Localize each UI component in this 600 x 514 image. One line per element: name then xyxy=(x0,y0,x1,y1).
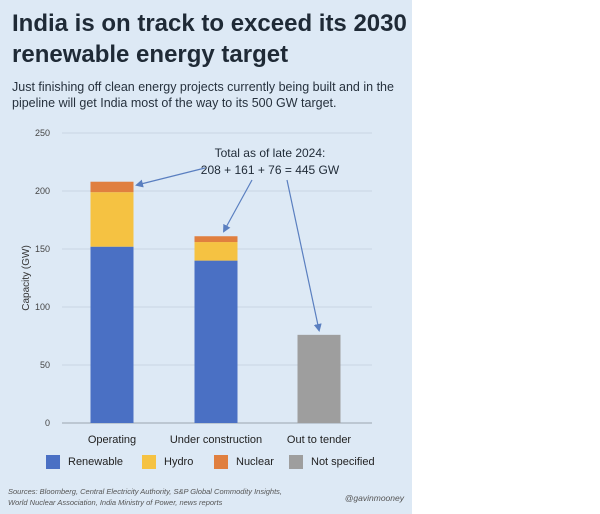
legend-swatch-not-specified xyxy=(289,455,303,469)
y-tick-label: 0 xyxy=(45,418,50,428)
bar-hydro-operating xyxy=(90,192,134,247)
sources-note: Sources: Bloomberg, Central Electricity … xyxy=(8,487,282,507)
legend-swatch-hydro xyxy=(142,455,156,469)
chart-title: India is on track to exceed its 2030 ren… xyxy=(12,10,407,68)
legend-label-nuclear: Nuclear xyxy=(236,456,274,468)
legend-label-not-specified: Not specified xyxy=(311,456,375,468)
chart-subtitle: Just finishing off clean energy projects… xyxy=(12,80,394,110)
x-category-label: Operating xyxy=(88,434,136,446)
bar-nuclear-operating xyxy=(90,181,134,193)
legend-label-hydro: Hydro xyxy=(164,456,194,468)
x-category-label: Out to tender xyxy=(287,434,352,446)
chart-card: India is on track to exceed its 2030 ren… xyxy=(0,0,412,514)
annotation-line-2: 208 + 161 + 76 = 445 GW xyxy=(201,163,340,177)
annotation-arrow-out-to-tender xyxy=(286,179,322,332)
bar-renewable-operating xyxy=(90,246,134,423)
author-handle: @gavinmooney xyxy=(344,493,404,503)
chart-svg: 0 50 100 150 200 250 Operating Under construct… xyxy=(21,128,372,446)
bar-renewable-under-construction xyxy=(194,260,238,423)
bar-nuclear-under-construction xyxy=(194,236,238,243)
y-tick-label: 50 xyxy=(40,360,50,370)
annotation-arrow-operating xyxy=(135,167,206,188)
y-tick-label: 250 xyxy=(35,128,50,138)
x-category-label: Under construction xyxy=(170,434,262,446)
legend-label-renewable: Renewable xyxy=(68,456,124,468)
bar-hydro-under-construction xyxy=(194,242,238,261)
annotation-arrow-under-construction xyxy=(223,179,253,233)
y-tick-label: 100 xyxy=(35,302,50,312)
legend-swatch-renewable xyxy=(46,455,60,469)
legend-swatch-nuclear xyxy=(214,455,228,469)
y-tick-label: 200 xyxy=(35,186,50,196)
y-axis-label: Capacity (GW) xyxy=(21,245,32,311)
legend: Renewable Hydro Nuclear Not specified xyxy=(46,455,406,469)
y-tick-label: 150 xyxy=(35,244,50,254)
bar-not-specified-out-to-tender xyxy=(297,334,341,423)
annotation-line-1: Total as of late 2024: xyxy=(215,146,326,160)
